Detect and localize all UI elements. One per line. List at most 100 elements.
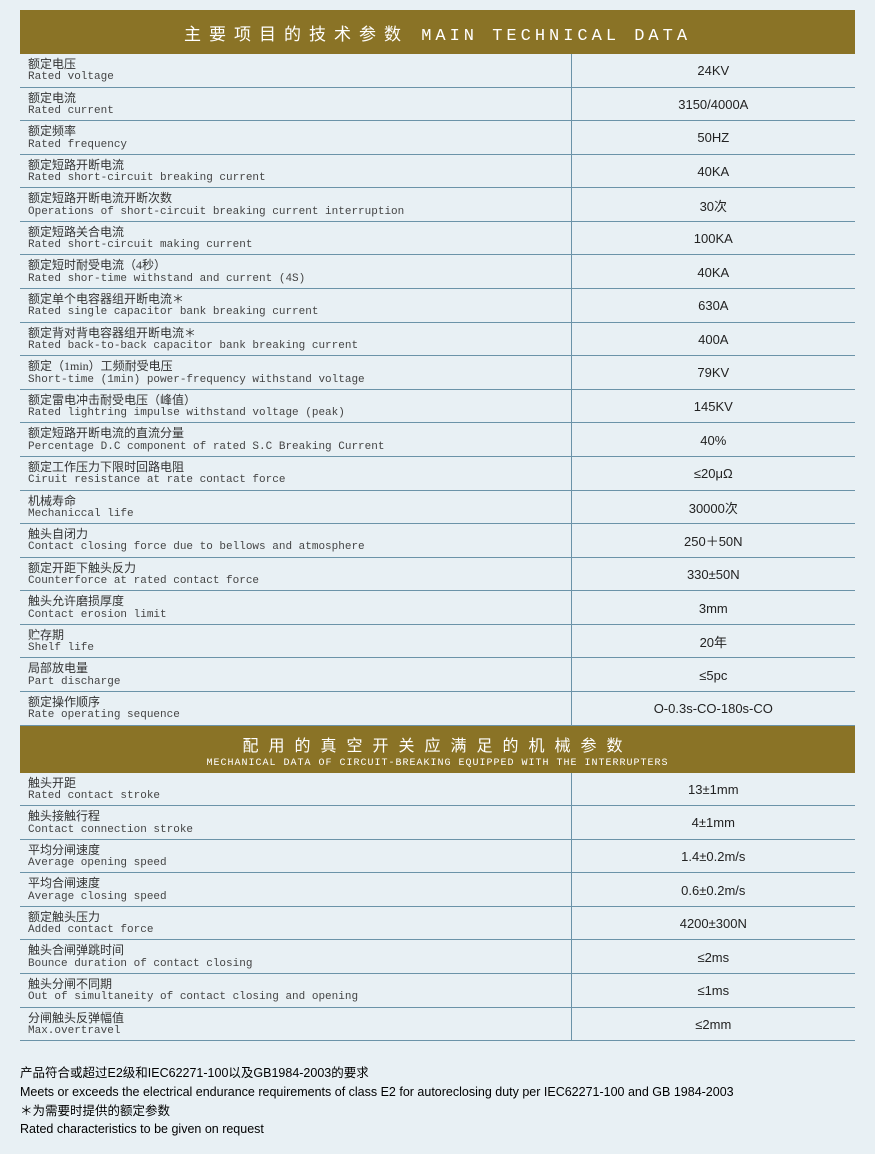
param-label-cell: 额定单个电容器组开断电流＊Rated single capacitor bank… <box>20 289 571 323</box>
table-row: 机械寿命Mechaniccal life30000次 <box>20 490 855 524</box>
section2-table: 触头开距Rated contact stroke13±1mm触头接触行程Cont… <box>20 773 855 1042</box>
param-label-cell: 额定频率Rated frequency <box>20 121 571 155</box>
table-row: 平均分闸速度Average opening speed1.4±0.2m/s <box>20 839 855 873</box>
param-label-en: Contact connection stroke <box>28 824 563 837</box>
table-row: 额定短路开断电流Rated short-circuit breaking cur… <box>20 154 855 188</box>
technical-data-container: 主要项目的技术参数 MAIN TECHNICAL DATA 额定电压Rated … <box>0 0 875 1056</box>
param-label-en: Ciruit resistance at rate contact force <box>28 474 563 487</box>
param-label-cn: 分闸触头反弹幅值 <box>28 1011 563 1025</box>
param-value: 400A <box>571 322 855 356</box>
param-label-cell: 平均合闸速度Average closing speed <box>20 873 571 907</box>
param-label-en: Average closing speed <box>28 891 563 904</box>
param-value: ≤5pc <box>571 658 855 692</box>
param-label-cn: 额定短路开断电流开断次数 <box>28 191 563 205</box>
param-label-en: Average opening speed <box>28 857 563 870</box>
table-row: 平均合闸速度Average closing speed0.6±0.2m/s <box>20 873 855 907</box>
param-label-cn: 额定短路开断电流 <box>28 158 563 172</box>
param-label-en: Max.overtravel <box>28 1025 563 1038</box>
param-label-en: Contact closing force due to bellows and… <box>28 541 563 554</box>
param-label-cell: 平均分闸速度Average opening speed <box>20 839 571 873</box>
section1-title-en: MAIN TECHNICAL DATA <box>421 27 691 46</box>
param-label-cn: 触头自闭力 <box>28 527 563 541</box>
param-label-cn: 贮存期 <box>28 628 563 642</box>
param-label-cell: 额定背对背电容器组开断电流＊Rated back-to-back capacit… <box>20 322 571 356</box>
param-label-en: Rated frequency <box>28 139 563 152</box>
param-label-en: Rated lightring impulse withstand voltag… <box>28 407 563 420</box>
table-row: 额定电压Rated voltage24KV <box>20 54 855 87</box>
param-label-cn: 局部放电量 <box>28 661 563 675</box>
param-label-cell: 额定短路开断电流开断次数Operations of short-circuit … <box>20 188 571 222</box>
table-row: 额定背对背电容器组开断电流＊Rated back-to-back capacit… <box>20 322 855 356</box>
param-label-cn: 额定开距下触头反力 <box>28 561 563 575</box>
param-value: 250＋50N <box>571 524 855 558</box>
param-value: 40% <box>571 423 855 457</box>
param-label-cell: 额定短时耐受电流（4秒）Rated shor-time withstand an… <box>20 255 571 289</box>
param-label-en: Added contact force <box>28 924 563 937</box>
param-value: 50HZ <box>571 121 855 155</box>
param-label-cell: 触头接触行程Contact connection stroke <box>20 806 571 840</box>
param-label-cn: 触头接触行程 <box>28 809 563 823</box>
footer-line4: Rated characteristics to be given on req… <box>20 1120 855 1139</box>
param-label-cell: 贮存期Shelf life <box>20 624 571 658</box>
param-label-en: Part discharge <box>28 676 563 689</box>
param-label-cell: 触头允许磨损厚度Contact erosion limit <box>20 591 571 625</box>
param-label-en: Short-time (1min) power-frequency withst… <box>28 374 563 387</box>
param-label-cell: 额定开距下触头反力Counterforce at rated contact f… <box>20 557 571 591</box>
param-value: ≤2mm <box>571 1007 855 1041</box>
table-row: 额定开距下触头反力Counterforce at rated contact f… <box>20 557 855 591</box>
param-value: 100KA <box>571 221 855 255</box>
param-label-en: Rate operating sequence <box>28 709 563 722</box>
param-label-cell: 触头分闸不同期Out of simultaneity of contact cl… <box>20 974 571 1008</box>
param-label-en: Rated contact stroke <box>28 790 563 803</box>
param-label-en: Rated short-circuit breaking current <box>28 172 563 185</box>
section2-title-en: MECHANICAL DATA OF CIRCUIT-BREAKING EQUI… <box>20 758 855 769</box>
param-label-en: Bounce duration of contact closing <box>28 958 563 971</box>
param-label-en: Operations of short-circuit breaking cur… <box>28 206 563 219</box>
param-value: 4200±300N <box>571 906 855 940</box>
section1-title-cn: 主要项目的技术参数 <box>184 25 409 44</box>
param-label-cell: 额定电流Rated current <box>20 87 571 121</box>
footer-line3: ＊为需要时提供的额定参数 <box>20 1102 855 1121</box>
param-label-cell: 额定电压Rated voltage <box>20 54 571 87</box>
table-row: 触头自闭力Contact closing force due to bellow… <box>20 524 855 558</box>
param-label-cell: 额定雷电冲击耐受电压（峰值）Rated lightring impulse wi… <box>20 389 571 423</box>
param-label-en: Contact erosion limit <box>28 609 563 622</box>
param-value: 4±1mm <box>571 806 855 840</box>
param-value: 145KV <box>571 389 855 423</box>
table-row: 贮存期Shelf life20年 <box>20 624 855 658</box>
table-row: 触头开距Rated contact stroke13±1mm <box>20 773 855 806</box>
param-label-en: Rated short-circuit making current <box>28 239 563 252</box>
param-label-cn: 触头开距 <box>28 776 563 790</box>
param-label-cn: 触头分闸不同期 <box>28 977 563 991</box>
param-label-cn: 额定单个电容器组开断电流＊ <box>28 292 563 306</box>
param-label-en: Rated voltage <box>28 71 563 84</box>
param-value: O-0.3s-CO-180s-CO <box>571 691 855 725</box>
param-label-cn: 额定操作顺序 <box>28 695 563 709</box>
table-row: 额定雷电冲击耐受电压（峰值）Rated lightring impulse wi… <box>20 389 855 423</box>
param-value: 40KA <box>571 154 855 188</box>
param-value: 20年 <box>571 624 855 658</box>
param-label-cell: 局部放电量Part discharge <box>20 658 571 692</box>
table-row: 额定单个电容器组开断电流＊Rated single capacitor bank… <box>20 289 855 323</box>
table-row: 额定（1min）工频耐受电压Short-time (1min) power-fr… <box>20 356 855 390</box>
param-label-cell: 触头合闸弹跳时间Bounce duration of contact closi… <box>20 940 571 974</box>
param-label-cn: 触头合闸弹跳时间 <box>28 943 563 957</box>
table-row: 局部放电量Part discharge≤5pc <box>20 658 855 692</box>
param-label-cell: 额定短路开断电流的直流分量Percentage D.C component of… <box>20 423 571 457</box>
table-row: 触头接触行程Contact connection stroke4±1mm <box>20 806 855 840</box>
param-label-en: Rated current <box>28 105 563 118</box>
table-row: 分闸触头反弹幅值Max.overtravel ≤2mm <box>20 1007 855 1041</box>
param-label-en: Rated back-to-back capacitor bank breaki… <box>28 340 563 353</box>
section1-table: 额定电压Rated voltage24KV额定电流Rated current31… <box>20 54 855 726</box>
param-label-cell: 额定工作压力下限时回路电阻Ciruit resistance at rate c… <box>20 456 571 490</box>
param-value: 3150/4000A <box>571 87 855 121</box>
table-row: 触头允许磨损厚度Contact erosion limit3mm <box>20 591 855 625</box>
param-label-cn: 额定雷电冲击耐受电压（峰值） <box>28 393 563 407</box>
table-row: 额定频率Rated frequency50HZ <box>20 121 855 155</box>
param-label-cn: 额定短路关合电流 <box>28 225 563 239</box>
param-value: 40KA <box>571 255 855 289</box>
param-label-cell: 机械寿命Mechaniccal life <box>20 490 571 524</box>
footer-line2: Meets or exceeds the electrical enduranc… <box>20 1083 855 1102</box>
table-row: 额定工作压力下限时回路电阻Ciruit resistance at rate c… <box>20 456 855 490</box>
param-value: 79KV <box>571 356 855 390</box>
